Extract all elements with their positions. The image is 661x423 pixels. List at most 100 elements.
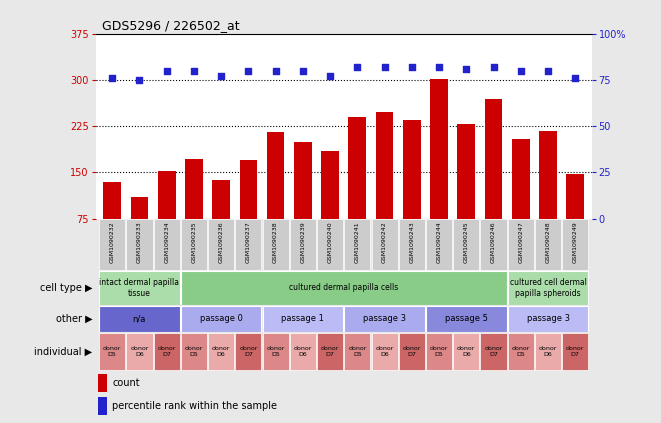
Point xyxy=(297,67,308,74)
Text: cell type ▶: cell type ▶ xyxy=(40,283,93,293)
Bar xyxy=(344,333,370,370)
Bar xyxy=(239,160,257,265)
Text: GDS5296 / 226502_at: GDS5296 / 226502_at xyxy=(102,19,240,32)
Text: GSM1090247: GSM1090247 xyxy=(518,221,524,263)
Text: GSM1090239: GSM1090239 xyxy=(300,221,305,263)
Bar xyxy=(535,333,561,370)
Text: donor
D5: donor D5 xyxy=(348,346,367,357)
Bar xyxy=(430,79,448,265)
Point xyxy=(570,75,580,82)
Point xyxy=(107,75,118,82)
Bar xyxy=(235,333,262,370)
Bar xyxy=(181,306,262,332)
Text: count: count xyxy=(112,378,140,388)
Text: cultured cell dermal
papilla spheroids: cultured cell dermal papilla spheroids xyxy=(510,278,586,298)
Bar xyxy=(290,333,316,370)
Text: GSM1090241: GSM1090241 xyxy=(355,221,360,263)
Bar xyxy=(317,219,343,270)
Text: GSM1090234: GSM1090234 xyxy=(164,221,169,263)
Bar xyxy=(399,219,425,270)
Bar xyxy=(181,219,207,270)
Point xyxy=(134,77,145,83)
Bar xyxy=(562,333,588,370)
Text: donor
D7: donor D7 xyxy=(157,346,176,357)
Text: GSM1090232: GSM1090232 xyxy=(110,221,115,263)
Bar xyxy=(158,171,176,265)
Bar xyxy=(212,180,230,265)
Text: donor
D7: donor D7 xyxy=(485,346,503,357)
Bar xyxy=(344,306,425,332)
Text: GSM1090244: GSM1090244 xyxy=(436,221,442,263)
Bar xyxy=(208,333,234,370)
Text: donor
D7: donor D7 xyxy=(321,346,339,357)
Bar xyxy=(208,219,234,270)
Bar xyxy=(98,374,107,392)
Text: donor
D5: donor D5 xyxy=(103,346,122,357)
Bar xyxy=(126,219,153,270)
Bar xyxy=(99,219,126,270)
Bar xyxy=(262,306,343,332)
Text: donor
D6: donor D6 xyxy=(375,346,394,357)
Bar xyxy=(481,219,506,270)
Bar xyxy=(508,219,534,270)
Bar xyxy=(98,397,107,415)
Bar xyxy=(539,131,557,265)
Text: donor
D6: donor D6 xyxy=(130,346,149,357)
Bar xyxy=(99,306,180,332)
Bar xyxy=(262,219,289,270)
Text: donor
D5: donor D5 xyxy=(266,346,285,357)
Point xyxy=(488,64,499,71)
Text: cultured dermal papilla cells: cultured dermal papilla cells xyxy=(289,283,399,292)
Bar xyxy=(426,306,506,332)
Point xyxy=(216,73,227,80)
Bar xyxy=(399,333,425,370)
Bar xyxy=(508,333,534,370)
Bar xyxy=(153,219,180,270)
Text: donor
D6: donor D6 xyxy=(212,346,230,357)
Bar xyxy=(453,219,479,270)
Text: GSM1090245: GSM1090245 xyxy=(464,221,469,263)
Text: donor
D5: donor D5 xyxy=(512,346,530,357)
Text: donor
D7: donor D7 xyxy=(239,346,258,357)
Text: passage 5: passage 5 xyxy=(445,314,488,323)
Bar xyxy=(375,112,393,265)
Text: donor
D5: donor D5 xyxy=(430,346,448,357)
Text: donor
D5: donor D5 xyxy=(184,346,203,357)
Bar xyxy=(344,219,370,270)
Bar xyxy=(131,197,148,265)
Bar xyxy=(481,333,506,370)
Point xyxy=(407,64,417,71)
Point xyxy=(461,66,471,72)
Text: passage 0: passage 0 xyxy=(200,314,243,323)
Text: intact dermal papilla
tissue: intact dermal papilla tissue xyxy=(99,278,179,298)
Text: GSM1090237: GSM1090237 xyxy=(246,221,251,263)
Bar xyxy=(126,333,153,370)
Bar xyxy=(426,219,452,270)
Bar xyxy=(508,271,588,305)
Bar xyxy=(485,99,502,265)
Point xyxy=(516,67,526,74)
Bar xyxy=(267,132,284,265)
Bar xyxy=(562,219,588,270)
Bar xyxy=(185,159,203,265)
Bar xyxy=(348,117,366,265)
Text: donor
D6: donor D6 xyxy=(293,346,312,357)
Point xyxy=(379,64,390,71)
Bar xyxy=(566,174,584,265)
Text: n/a: n/a xyxy=(133,314,146,323)
Bar xyxy=(371,219,398,270)
Text: individual ▶: individual ▶ xyxy=(34,346,93,357)
Bar xyxy=(512,139,529,265)
Bar xyxy=(181,333,207,370)
Text: GSM1090243: GSM1090243 xyxy=(409,221,414,263)
Text: GSM1090246: GSM1090246 xyxy=(491,221,496,263)
Text: GSM1090233: GSM1090233 xyxy=(137,221,142,263)
Bar xyxy=(535,219,561,270)
Bar xyxy=(99,271,180,305)
Text: donor
D7: donor D7 xyxy=(566,346,584,357)
Text: GSM1090242: GSM1090242 xyxy=(382,221,387,263)
Bar xyxy=(453,333,479,370)
Text: passage 3: passage 3 xyxy=(527,314,570,323)
Bar xyxy=(321,151,339,265)
Bar xyxy=(153,333,180,370)
